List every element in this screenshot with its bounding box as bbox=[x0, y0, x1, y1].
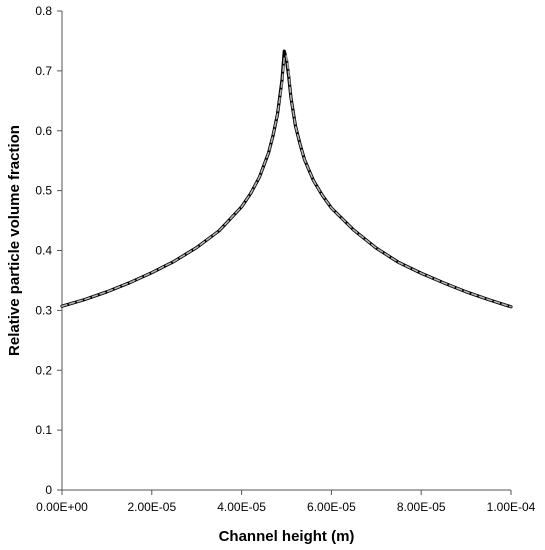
y-tick-label: 0.5 bbox=[35, 184, 52, 198]
y-axis-title: Relative particle volume fraction bbox=[6, 125, 23, 356]
y-tick-label: 0.7 bbox=[35, 64, 52, 78]
x-tick-label: 6.00E-05 bbox=[307, 500, 356, 514]
x-tick-label: 1.00E-04 bbox=[487, 500, 536, 514]
y-tick-label: 0.8 bbox=[35, 4, 52, 18]
x-axis-title: Channel height (m) bbox=[219, 528, 355, 545]
series-line-1 bbox=[60, 49, 513, 309]
series-layer bbox=[60, 49, 513, 309]
x-tick-label: 2.00E-05 bbox=[127, 500, 176, 514]
x-tick-label: 8.00E-05 bbox=[397, 500, 446, 514]
y-tick-label: 0.3 bbox=[35, 303, 52, 317]
y-tick-label: 0 bbox=[45, 483, 52, 497]
y-tick-label: 0.2 bbox=[35, 363, 52, 377]
x-tick-label: 4.00E-05 bbox=[217, 500, 266, 514]
ticks: 0 0.1 0.2 0.3 0.4 0.5 0.6 0.7 0.8 0.00E+00 2.00E-0… bbox=[35, 4, 535, 514]
x-tick-label: 0.00E+00 bbox=[36, 500, 88, 514]
y-tick-label: 0.6 bbox=[35, 124, 52, 138]
axes bbox=[61, 11, 511, 491]
y-tick-label: 0.4 bbox=[35, 244, 52, 258]
y-tick-label: 0.1 bbox=[35, 423, 52, 437]
series-line-2 bbox=[61, 55, 512, 308]
